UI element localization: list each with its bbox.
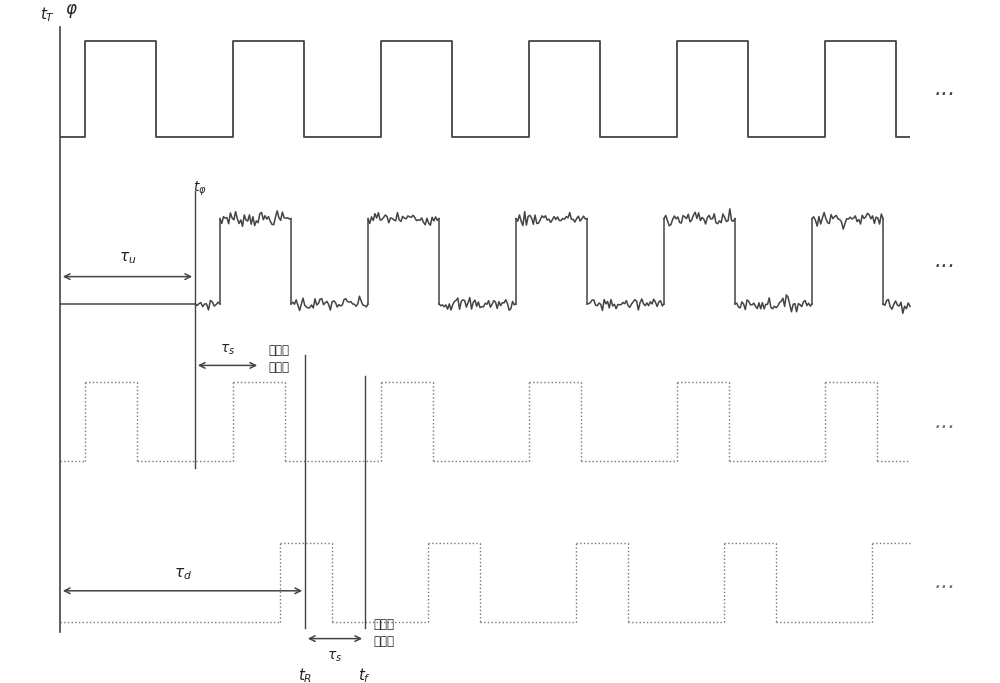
Text: $\tau_s$: $\tau_s$ <box>220 342 235 357</box>
Text: $\tau_u$: $\tau_u$ <box>119 251 136 266</box>
Text: ...: ... <box>935 79 956 99</box>
Text: $t_R$: $t_R$ <box>298 666 312 683</box>
Text: $t_\varphi$: $t_\varphi$ <box>193 180 207 198</box>
Text: $t_T$: $t_T$ <box>40 5 55 24</box>
Text: $\tau_s$: $\tau_s$ <box>327 650 343 664</box>
Text: ...: ... <box>935 572 956 592</box>
Text: 遥测帧
头起点: 遥测帧 头起点 <box>373 618 394 648</box>
Text: ...: ... <box>935 251 956 271</box>
Text: $\tau_d$: $\tau_d$ <box>174 566 191 582</box>
Text: $t_f$: $t_f$ <box>358 666 372 683</box>
Text: ...: ... <box>935 412 956 432</box>
Text: 遥测帧
头起点: 遥测帧 头起点 <box>268 344 289 374</box>
Text: $\varphi$: $\varphi$ <box>65 3 78 20</box>
